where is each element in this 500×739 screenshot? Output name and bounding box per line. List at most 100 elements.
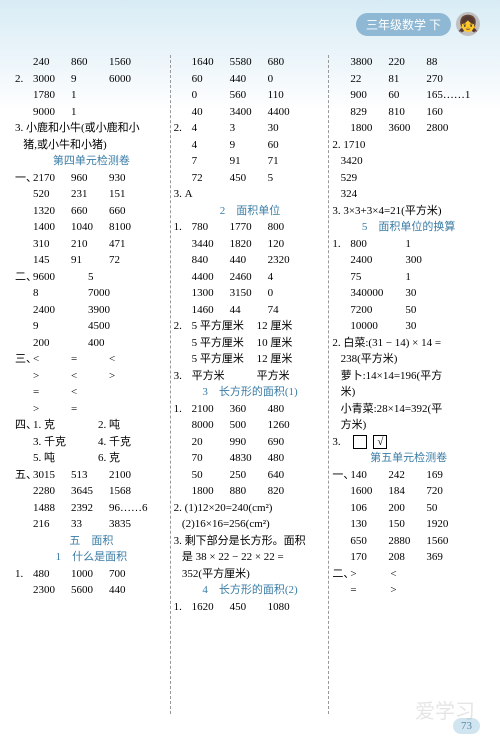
answer-row: 2408601560 <box>15 55 168 71</box>
answer-row: 20990690 <box>174 435 327 451</box>
answer-row: 140010408100 <box>15 220 168 236</box>
answer-row: 1.8001 <box>332 237 485 253</box>
answer-row: >= <box>15 402 168 418</box>
answer-row: 方米) <box>332 418 485 434</box>
column-2: 16405580680604400056011040340044002.4330… <box>174 55 327 714</box>
answer-row: 8404402320 <box>174 253 327 269</box>
answer-row: 1000030 <box>332 319 485 335</box>
answer-row: 3. 剩下部分是长方形。面积 <box>174 534 327 550</box>
answer-row: 0560110 <box>174 88 327 104</box>
answer-row: 3.平方米平方米 <box>174 369 327 385</box>
answer-row: 米) <box>332 385 485 401</box>
answer-row: 1.7801770800 <box>174 220 327 236</box>
answer-row: 90060165……1 <box>332 88 485 104</box>
answer-row: 二、>< <box>332 567 485 583</box>
answer-row: 1800880820 <box>174 484 327 500</box>
answer-row: 小青菜:28×14=392(平 <box>332 402 485 418</box>
answer-row: (2)16×16=256(cm²) <box>174 517 327 533</box>
answer-row: 1.4801000700 <box>15 567 168 583</box>
answer-row: 3. A <box>174 187 327 203</box>
answer-row: 3.√ <box>332 435 485 451</box>
answer-row: 5 平方厘米10 厘米 <box>174 336 327 352</box>
answer-row: 1459172 <box>15 253 168 269</box>
answer-row: 604400 <box>174 72 327 88</box>
answer-row: 34000030 <box>332 286 485 302</box>
answer-row: 2.5 平方厘米12 厘米 <box>174 319 327 335</box>
answer-row: 10620050 <box>332 501 485 517</box>
answer-row: 90001 <box>15 105 168 121</box>
answer-row: 四、1. 克2. 吨 <box>15 418 168 434</box>
answer-row: 3420 <box>332 154 485 170</box>
answer-row: 2. (1)12×20=240(cm²) <box>174 501 327 517</box>
answer-row: 87000 <box>15 286 168 302</box>
answer-row: 1.16204501080 <box>174 600 327 616</box>
answer-row: 2400300 <box>332 253 485 269</box>
answer-row: 130031500 <box>174 286 327 302</box>
answer-row: 二、96005 <box>15 270 168 286</box>
column-1: 24086015602.30009600017801900013. 小鹿和小牛(… <box>15 55 168 714</box>
answer-row: ><> <box>15 369 168 385</box>
answer-row: 310210471 <box>15 237 168 253</box>
answer-row: 3. 3×3+3×4=21(平方米) <box>332 204 485 220</box>
answer-row: 3. 千克4. 千克 <box>15 435 168 451</box>
answer-row: 1600184720 <box>332 484 485 500</box>
answer-row: 五、30155132100 <box>15 468 168 484</box>
answer-row: 65028801560 <box>332 534 485 550</box>
answer-row: =< <box>15 385 168 401</box>
answer-row: 3. 小鹿和小牛(或小鹿和小 <box>15 121 168 137</box>
answer-row: 17801 <box>15 88 168 104</box>
answer-row: 228036451568 <box>15 484 168 500</box>
answer-row: 1320660660 <box>15 204 168 220</box>
answer-row: 50250640 <box>174 468 327 484</box>
answer-row: 14604474 <box>174 303 327 319</box>
page-header: 三年级数学 下 👧 <box>356 12 480 36</box>
answer-row: 2. 白菜:(31 − 14) × 14 = <box>332 336 485 352</box>
answer-row: 一、140242169 <box>332 468 485 484</box>
answer-row: 704830480 <box>174 451 327 467</box>
answer-row: 200400 <box>15 336 168 352</box>
answer-row: 5 平方厘米12 厘米 <box>174 352 327 368</box>
column-3: 380022088228127090060165……18298101601800… <box>332 55 485 714</box>
answer-row: 2.300096000 <box>15 72 168 88</box>
answer-row: 352(平方厘米) <box>174 567 327 583</box>
answer-row: 萝卜:14×14=196(平方 <box>332 369 485 385</box>
answer-row: 三、<=< <box>15 352 168 368</box>
answer-row: 380022088 <box>332 55 485 71</box>
answer-row: 5. 吨6. 克 <box>15 451 168 467</box>
answer-row: 1.2100360480 <box>174 402 327 418</box>
answer-row: 4034004400 <box>174 105 327 121</box>
page-footer: 73 <box>453 718 480 734</box>
answer-row: 829810160 <box>332 105 485 121</box>
grade-badge: 三年级数学 下 <box>356 13 451 36</box>
answer-row: 724505 <box>174 171 327 187</box>
answer-row: 34401820120 <box>174 237 327 253</box>
answer-row: 216333835 <box>15 517 168 533</box>
answer-row: 一、2170960930 <box>15 171 168 187</box>
answer-row: 3 长方形的面积(1) <box>174 385 327 401</box>
answer-row: 24003900 <box>15 303 168 319</box>
answer-row: 80005001260 <box>174 418 327 434</box>
answer-row: 324 <box>332 187 485 203</box>
page-number: 73 <box>453 718 480 734</box>
answer-row: 180036002800 <box>332 121 485 137</box>
student-icon: 👧 <box>456 12 480 36</box>
answer-row: 23005600440 <box>15 583 168 599</box>
answer-row: 第五单元检测卷 <box>332 451 485 467</box>
answer-row: 170208369 <box>332 550 485 566</box>
answer-row: 751 <box>332 270 485 286</box>
answer-row: 94500 <box>15 319 168 335</box>
answer-row: 1301501920 <box>332 517 485 533</box>
answer-row: 440024604 <box>174 270 327 286</box>
answer-row: 16405580680 <box>174 55 327 71</box>
answer-row: 2281270 <box>332 72 485 88</box>
answer-row: 5 面积单位的换算 <box>332 220 485 236</box>
answer-row: 1 什么是面积 <box>15 550 168 566</box>
answer-row: 4 长方形的面积(2) <box>174 583 327 599</box>
answer-row: 2 面积单位 <box>174 204 327 220</box>
answer-row: 1488239296……6 <box>15 501 168 517</box>
answer-row: 4960 <box>174 138 327 154</box>
answer-row: 520231151 <box>15 187 168 203</box>
answer-content: 24086015602.30009600017801900013. 小鹿和小牛(… <box>15 55 485 714</box>
answer-row: => <box>332 583 485 599</box>
answer-row: 第四单元检测卷 <box>15 154 168 170</box>
